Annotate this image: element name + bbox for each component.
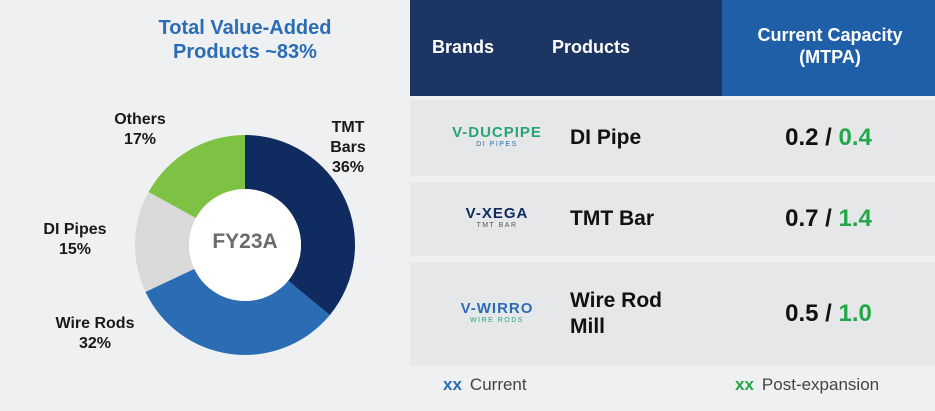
slice-name: Wire Rods bbox=[55, 315, 135, 332]
current-capacity: 0.5 bbox=[785, 300, 819, 327]
logo-tag: TMT BAR bbox=[476, 222, 518, 229]
capacity: 0.5 / 1.0 bbox=[722, 300, 935, 328]
capacity: 0.7 / 1.4 bbox=[722, 205, 935, 233]
logo-name: V-XEGA bbox=[465, 205, 529, 222]
chart-title: Total Value-Added Products ~83% bbox=[158, 17, 332, 63]
slice bbox=[135, 192, 196, 292]
table-row: V-XEGA TMT BAR TMT Bar 0.7 / 1.4 bbox=[410, 182, 935, 256]
slice-name: Others bbox=[114, 111, 166, 128]
logo-tag: WIRE RODS bbox=[470, 317, 524, 324]
slice-name: DI Pipes bbox=[43, 221, 107, 238]
post-capacity: 1.0 bbox=[838, 300, 872, 327]
slice-label: Others 17% bbox=[95, 110, 185, 150]
logo-tag: DI PIPES bbox=[476, 141, 518, 148]
brand-logo: V-WIRRO WIRE RODS bbox=[432, 300, 562, 324]
post-capacity: 1.4 bbox=[838, 205, 872, 232]
legend-text: Current bbox=[469, 375, 527, 394]
current-capacity: 0.2 bbox=[785, 124, 819, 151]
donut-chart bbox=[135, 135, 355, 355]
capacity: 0.2 / 0.4 bbox=[722, 124, 935, 152]
slice bbox=[145, 268, 330, 355]
separator: / bbox=[825, 205, 832, 232]
product: DI Pipe bbox=[570, 126, 642, 149]
table-row: V-DUCPIPE DI PIPES DI Pipe 0.2 / 0.4 bbox=[410, 100, 935, 176]
legend-marker: xx bbox=[735, 375, 754, 394]
brand-logo: V-DUCPIPE DI PIPES bbox=[432, 124, 562, 148]
slice-label: DI Pipes 15% bbox=[30, 220, 120, 260]
header: Brands bbox=[432, 37, 495, 57]
header-bg bbox=[410, 0, 722, 96]
separator: / bbox=[825, 300, 832, 327]
slice bbox=[148, 135, 245, 219]
logo-name: V-DUCPIPE bbox=[452, 124, 542, 141]
legend-item: xx Post-expansion bbox=[735, 375, 879, 395]
slice-label: Wire Rods 32% bbox=[40, 314, 150, 354]
legend-item: xx Current bbox=[443, 375, 527, 395]
slice-value: 15% bbox=[58, 241, 92, 258]
slice-value: 36% bbox=[331, 159, 365, 176]
legend-text: Post-expansion bbox=[761, 375, 880, 394]
slice bbox=[245, 135, 355, 316]
slice-label: TMT Bars 36% bbox=[318, 118, 378, 178]
slice-value: 17% bbox=[123, 131, 157, 148]
legend-marker: xx bbox=[443, 375, 462, 394]
logo-name: V-WIRRO bbox=[460, 300, 534, 317]
current-capacity: 0.7 bbox=[785, 205, 819, 232]
product: Wire Rod Mill bbox=[570, 289, 662, 338]
donut-hole bbox=[189, 189, 301, 301]
header: Current Capacity (MTPA) bbox=[757, 25, 903, 67]
slice-value: 32% bbox=[78, 335, 112, 352]
header-bg bbox=[722, 0, 935, 96]
table-row: V-WIRRO WIRE RODS Wire Rod Mill 0.5 / 1.0 bbox=[410, 262, 935, 366]
header: Products bbox=[552, 37, 631, 57]
separator: / bbox=[825, 124, 832, 151]
center-label: FY23A bbox=[212, 230, 278, 253]
product: TMT Bar bbox=[570, 207, 654, 230]
slice-name: TMT Bars bbox=[330, 119, 366, 156]
post-capacity: 0.4 bbox=[838, 124, 872, 151]
brand-logo: V-XEGA TMT BAR bbox=[432, 205, 562, 229]
